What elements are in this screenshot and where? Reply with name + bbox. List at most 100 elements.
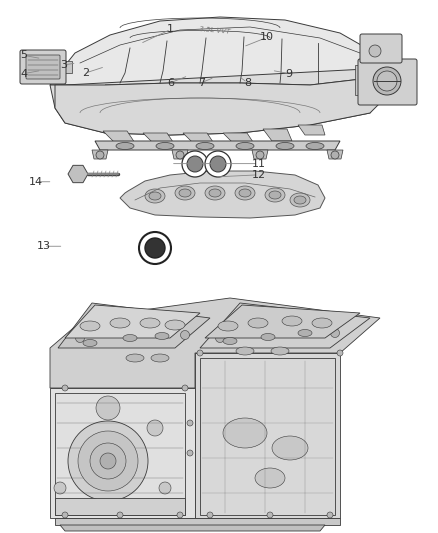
Circle shape (187, 420, 193, 426)
Circle shape (139, 232, 171, 264)
Circle shape (331, 328, 339, 337)
Ellipse shape (294, 196, 306, 204)
Ellipse shape (306, 142, 324, 149)
Polygon shape (92, 150, 108, 159)
FancyBboxPatch shape (26, 55, 60, 79)
Polygon shape (50, 298, 380, 388)
Polygon shape (172, 150, 188, 159)
Text: 9: 9 (286, 69, 293, 78)
Ellipse shape (269, 191, 281, 199)
Ellipse shape (265, 188, 285, 202)
Polygon shape (298, 125, 325, 135)
Ellipse shape (298, 329, 312, 336)
Circle shape (75, 334, 85, 343)
Text: 6: 6 (167, 78, 174, 87)
Circle shape (369, 45, 381, 57)
Ellipse shape (123, 335, 137, 342)
Polygon shape (60, 525, 325, 531)
Polygon shape (50, 388, 195, 518)
Text: 8: 8 (244, 78, 251, 87)
Ellipse shape (209, 189, 221, 197)
Text: 11: 11 (251, 159, 265, 168)
Ellipse shape (255, 468, 285, 488)
Polygon shape (55, 518, 340, 525)
Ellipse shape (145, 189, 165, 203)
Circle shape (145, 238, 165, 258)
Ellipse shape (126, 354, 144, 362)
Ellipse shape (165, 320, 185, 330)
Ellipse shape (83, 340, 97, 346)
Polygon shape (55, 68, 390, 135)
Ellipse shape (312, 318, 332, 328)
Circle shape (182, 385, 188, 391)
Polygon shape (103, 131, 135, 143)
Ellipse shape (156, 142, 174, 149)
Ellipse shape (149, 192, 161, 200)
Circle shape (377, 71, 397, 91)
Ellipse shape (272, 436, 308, 460)
Text: 1: 1 (167, 25, 174, 34)
Circle shape (147, 420, 163, 436)
Circle shape (117, 512, 123, 518)
Text: 4: 4 (21, 69, 28, 78)
Polygon shape (143, 133, 175, 145)
Circle shape (187, 450, 193, 456)
Polygon shape (50, 68, 385, 135)
Circle shape (180, 330, 190, 340)
FancyBboxPatch shape (360, 34, 402, 63)
Polygon shape (183, 133, 215, 145)
Circle shape (68, 421, 148, 501)
Polygon shape (327, 150, 343, 159)
Ellipse shape (235, 186, 255, 200)
Circle shape (187, 156, 203, 172)
Ellipse shape (155, 333, 169, 340)
Circle shape (151, 328, 159, 337)
Polygon shape (50, 17, 385, 85)
Circle shape (296, 324, 304, 333)
Circle shape (78, 431, 138, 491)
Ellipse shape (205, 186, 225, 200)
Circle shape (96, 151, 104, 159)
Text: 5: 5 (21, 51, 28, 60)
Circle shape (337, 350, 343, 356)
Ellipse shape (239, 189, 251, 197)
Ellipse shape (271, 347, 289, 355)
Circle shape (197, 350, 203, 356)
Text: 13: 13 (37, 241, 51, 251)
Circle shape (62, 385, 68, 391)
Polygon shape (223, 133, 255, 145)
Polygon shape (95, 141, 340, 150)
Ellipse shape (236, 142, 254, 149)
Ellipse shape (110, 318, 130, 328)
Ellipse shape (196, 142, 214, 149)
Ellipse shape (175, 186, 195, 200)
Circle shape (373, 67, 401, 95)
FancyBboxPatch shape (358, 59, 417, 105)
Polygon shape (263, 129, 292, 141)
Ellipse shape (80, 321, 100, 331)
Polygon shape (55, 393, 185, 515)
Text: 3: 3 (60, 60, 67, 70)
Circle shape (90, 443, 126, 479)
Circle shape (210, 156, 226, 172)
Circle shape (176, 151, 184, 159)
Circle shape (267, 512, 273, 518)
Text: 14: 14 (29, 177, 43, 187)
Circle shape (96, 396, 120, 420)
Ellipse shape (248, 318, 268, 328)
Text: 10: 10 (260, 33, 274, 42)
Circle shape (205, 151, 231, 177)
Polygon shape (200, 358, 335, 515)
Polygon shape (252, 150, 268, 159)
Circle shape (116, 328, 124, 337)
Polygon shape (205, 305, 360, 338)
Ellipse shape (223, 418, 267, 448)
Circle shape (331, 151, 339, 159)
Circle shape (100, 453, 116, 469)
Text: 2: 2 (82, 68, 89, 78)
Ellipse shape (140, 318, 160, 328)
Polygon shape (65, 305, 200, 338)
Circle shape (182, 151, 208, 177)
Polygon shape (355, 65, 368, 95)
Circle shape (215, 334, 225, 343)
